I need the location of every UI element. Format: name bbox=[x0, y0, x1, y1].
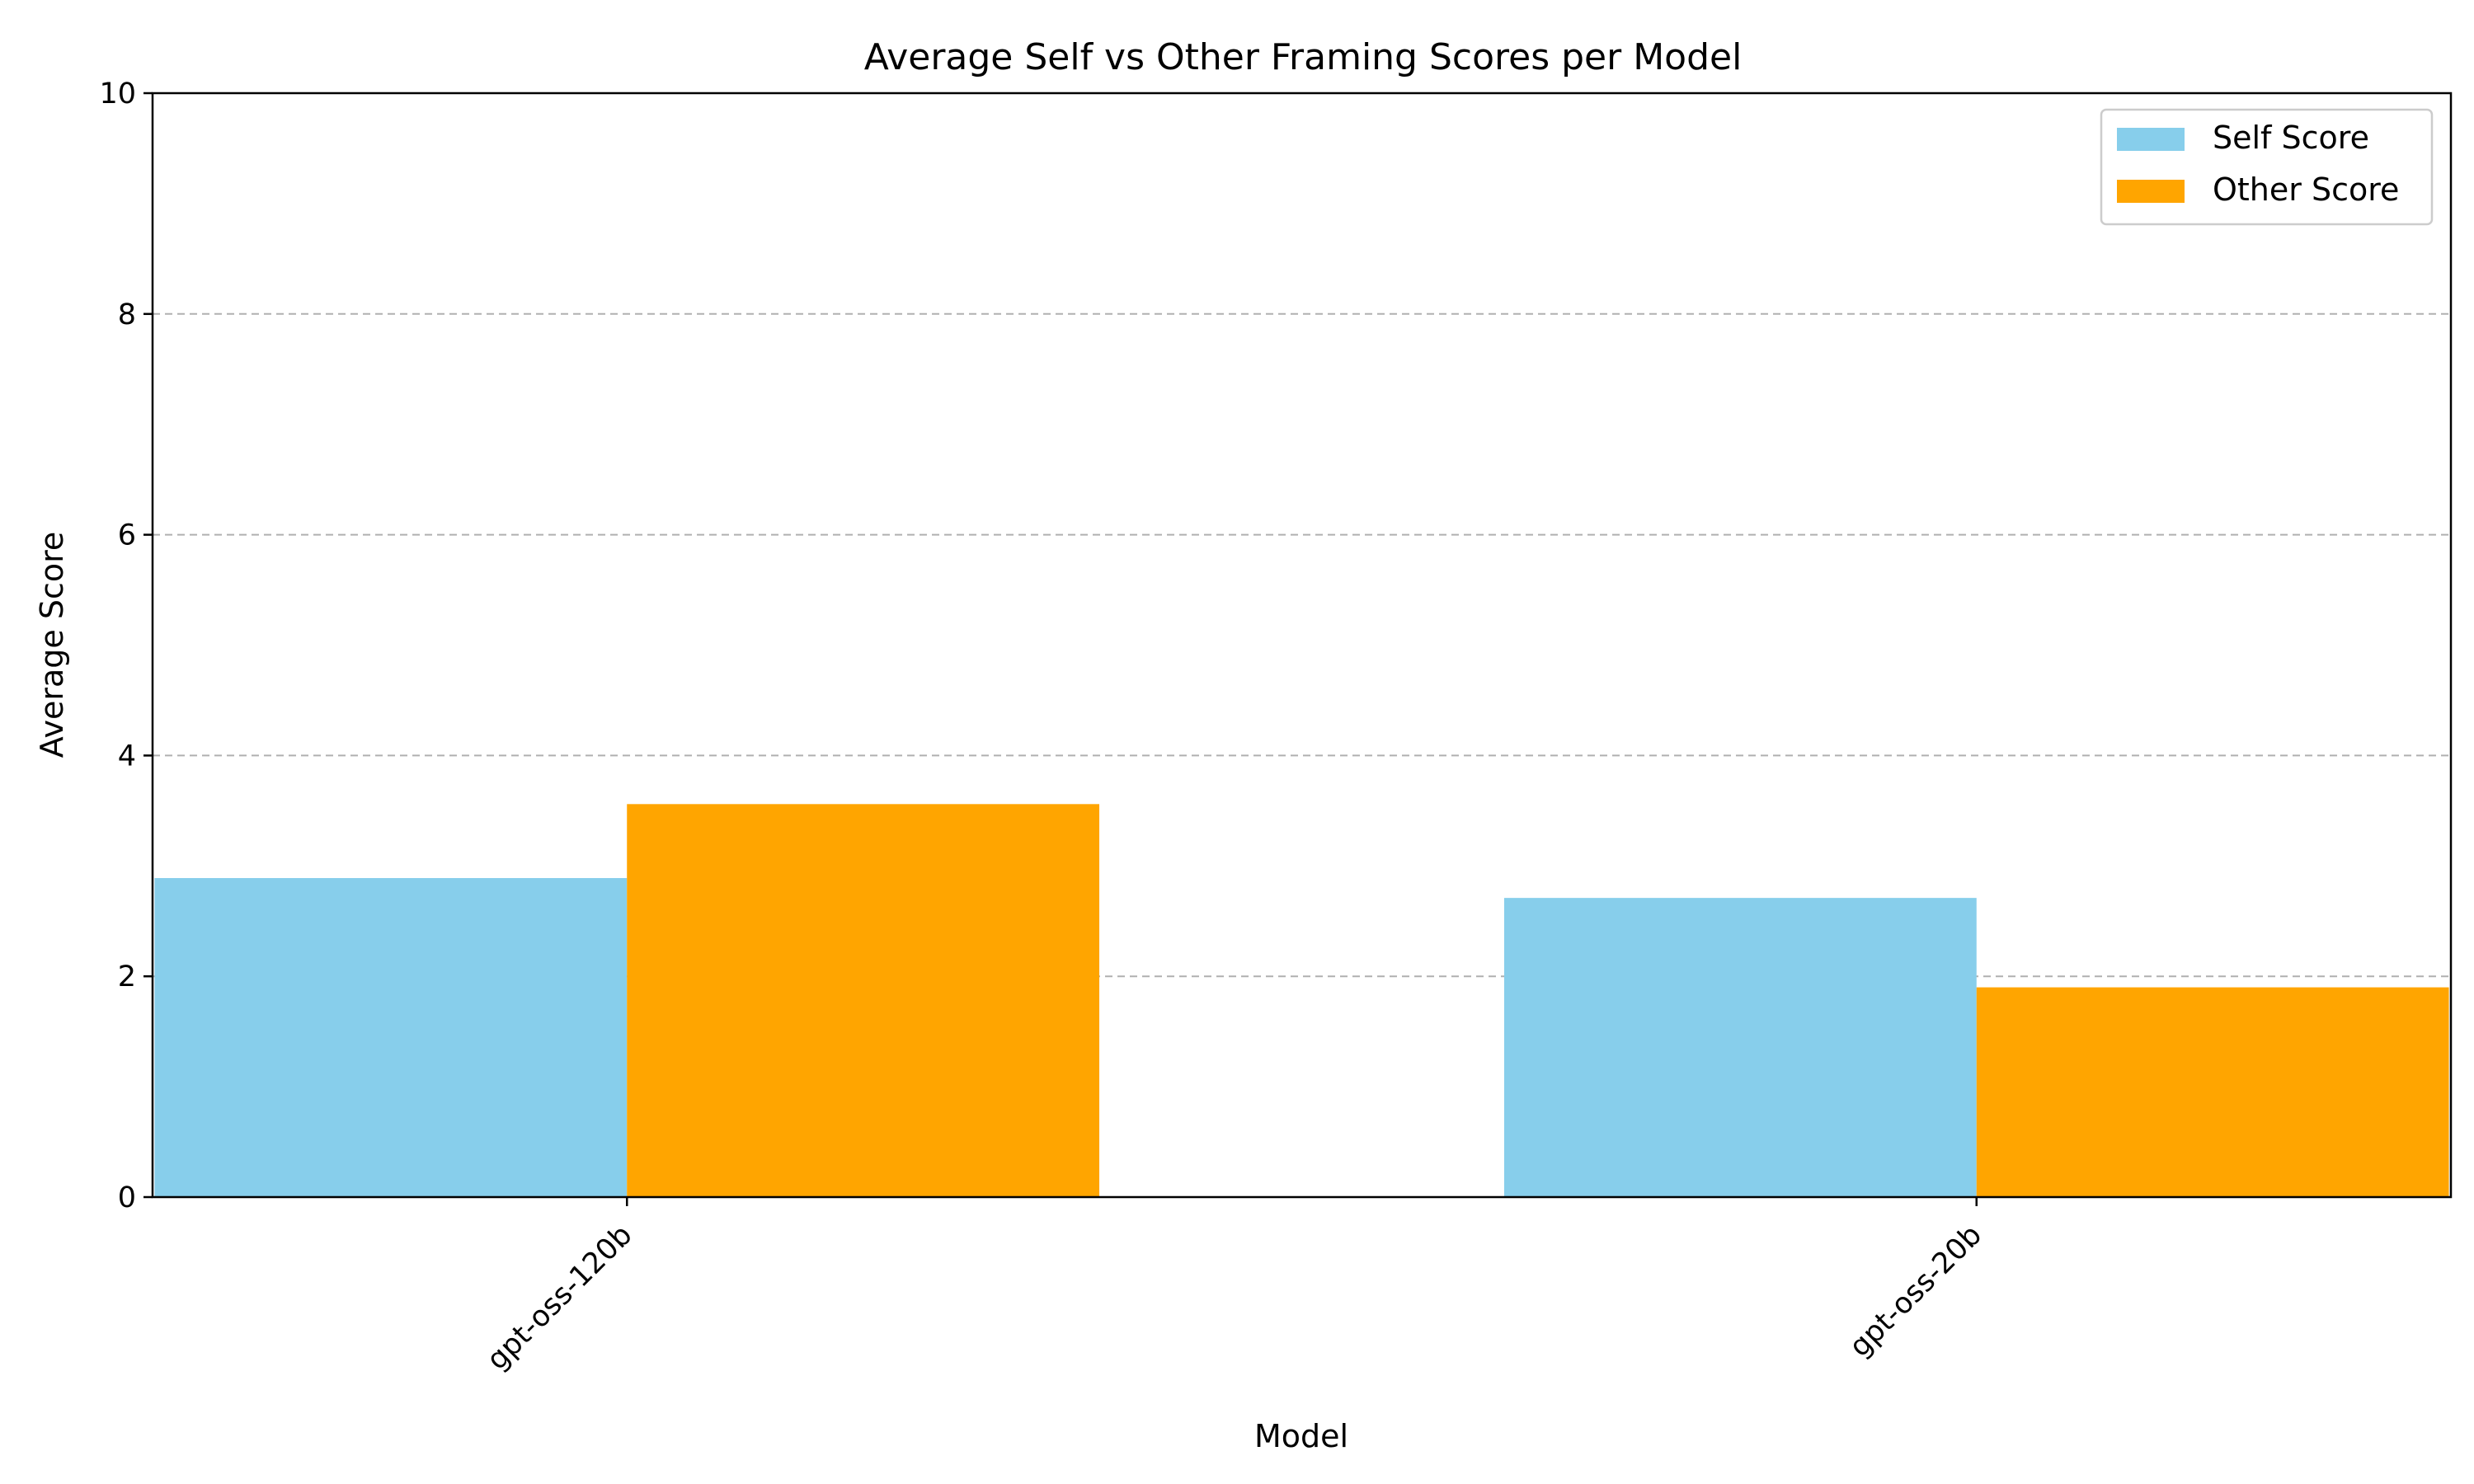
y-axis-label: Average Score bbox=[34, 532, 70, 758]
bar-self-gpt-oss-20b bbox=[1503, 898, 1977, 1197]
y-tick-label: 2 bbox=[118, 960, 136, 993]
bar-other-gpt-oss-120b bbox=[627, 804, 1100, 1197]
bar-self-gpt-oss-120b bbox=[154, 878, 628, 1197]
legend: Self Score Other Score bbox=[2100, 108, 2434, 226]
y-tick-label: 6 bbox=[118, 519, 136, 552]
y-axis-ticks: 0 2 4 6 8 10 bbox=[99, 77, 153, 1214]
y-tick-label: 4 bbox=[118, 740, 136, 773]
chart-title: Average Self vs Other Framing Scores per… bbox=[864, 36, 1743, 78]
y-tick-label: 10 bbox=[99, 77, 136, 110]
legend-swatch bbox=[2117, 180, 2185, 203]
legend-label: Other Score bbox=[2213, 171, 2399, 208]
legend-label: Self Score bbox=[2213, 120, 2369, 156]
x-tick-label: gpt-oss-120b bbox=[481, 1219, 639, 1377]
plot-frame bbox=[151, 92, 2453, 1199]
x-axis-label: Model bbox=[1254, 1418, 1348, 1454]
x-tick-label: gpt-oss-20b bbox=[1843, 1219, 1988, 1364]
y-tick-label: 0 bbox=[118, 1181, 136, 1214]
legend-swatch bbox=[2117, 128, 2185, 151]
y-tick-label: 8 bbox=[118, 298, 136, 331]
x-axis-ticks: gpt-oss-120b gpt-oss-20b bbox=[481, 1197, 1988, 1377]
bars bbox=[154, 804, 2449, 1197]
gridlines bbox=[153, 312, 2451, 978]
bar-other-gpt-oss-20b bbox=[1976, 987, 2449, 1197]
